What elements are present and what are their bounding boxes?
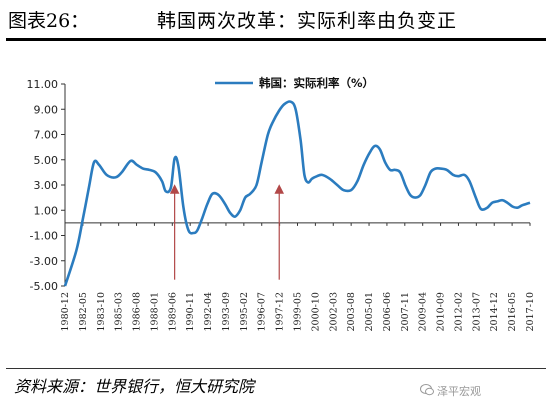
- x-tick-label: 2003-08: [346, 292, 357, 331]
- x-tick-label: 1995-02: [239, 292, 250, 331]
- y-tick-label: 1.00: [34, 204, 59, 217]
- x-tick-label: 2007-11: [400, 292, 411, 331]
- x-tick-label: 2002-03: [328, 292, 339, 331]
- x-tick-label: 1983-10: [96, 292, 107, 331]
- x-tick-label: 2000-10: [310, 292, 321, 331]
- x-tick-label: 1988-01: [149, 292, 160, 331]
- series-line-korea-real-rate: [63, 100, 531, 287]
- legend-label: 韩国：实际利率（%）: [259, 76, 374, 90]
- x-tick-label: 1982-05: [78, 292, 89, 331]
- x-tick-label: 1996-07: [257, 292, 268, 331]
- y-tick-label: 9.00: [34, 103, 59, 116]
- x-tick-label: 1980-12: [60, 292, 71, 331]
- y-tick-label: 3.00: [34, 179, 59, 192]
- y-tick-label: -5.00: [30, 280, 58, 293]
- x-tick-label: 2014-12: [489, 292, 500, 331]
- line-chart: 11.00 9.00 7.00 5.00 3.00 1.00 -1.00 -3.00 -5.00…: [27, 76, 537, 331]
- wechat-icon: [420, 384, 434, 396]
- x-tick-label: 1992-04: [203, 292, 214, 331]
- x-tick-label: 2006-06: [382, 292, 393, 331]
- x-tick-label: 1986-08: [132, 292, 143, 331]
- x-tick-label: 2009-04: [418, 292, 429, 331]
- x-tick-label: 2013-07: [471, 292, 482, 331]
- x-tick-label: 1989-06: [167, 292, 178, 331]
- x-tick-label: 2017-10: [525, 292, 536, 331]
- x-tick-label: 2010-09: [436, 292, 447, 331]
- x-tick-label: 2005-01: [364, 292, 375, 331]
- x-tick-label: 1993-09: [221, 292, 232, 331]
- y-tick-label: -3.00: [30, 255, 58, 268]
- figure-title: 韩国两次改革：实际利率由负变正: [157, 10, 458, 32]
- x-tick-label: 2012-02: [453, 292, 464, 331]
- y-tick-label: 11.00: [27, 78, 59, 91]
- source-note: 资料来源：世界银行，恒大研究院: [14, 377, 255, 396]
- y-tick-label: -1.00: [30, 230, 58, 243]
- figure-header: 图表26： 韩国两次改革：实际利率由负变正: [0, 0, 550, 38]
- header-divider: [6, 38, 546, 41]
- y-tick-label: 5.00: [34, 154, 59, 167]
- x-tick-label: 1990-11: [185, 292, 196, 331]
- x-tick-label: 2016-05: [507, 292, 518, 331]
- x-tick-label: 1985-03: [114, 292, 125, 331]
- figure-number: 图表26：: [8, 10, 90, 32]
- y-tick-label: 7.00: [34, 129, 59, 142]
- watermark: 泽平宏观: [437, 385, 481, 398]
- footer-divider: [6, 368, 546, 369]
- x-tick-label: 1999-05: [293, 292, 304, 331]
- x-tick-label: 1997-12: [275, 292, 286, 331]
